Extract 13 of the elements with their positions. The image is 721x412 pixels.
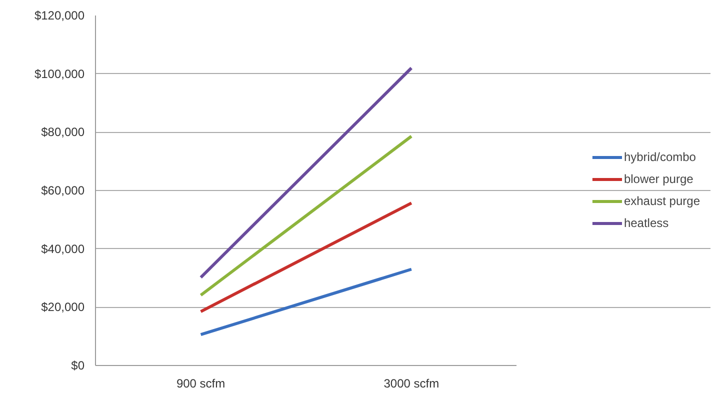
y-tick-label: $60,000: [41, 184, 85, 198]
legend-label: exhaust purge: [624, 194, 700, 208]
legend-label: hybrid/combo: [624, 150, 696, 164]
y-tick-label: $40,000: [41, 242, 85, 256]
legend-label: blower purge: [624, 172, 694, 186]
y-tick-label: $80,000: [41, 125, 85, 140]
y-tick-label: $0: [71, 358, 85, 372]
x-tick-label: 900 scfm: [176, 376, 226, 390]
y-tick-label: $100,000: [34, 66, 85, 81]
y-tick-label: $20,000: [41, 300, 85, 314]
x-tick-label: 3000 scfm: [384, 376, 440, 390]
legend-label: heatless: [624, 216, 669, 230]
y-tick-label: $120,000: [34, 8, 85, 22]
